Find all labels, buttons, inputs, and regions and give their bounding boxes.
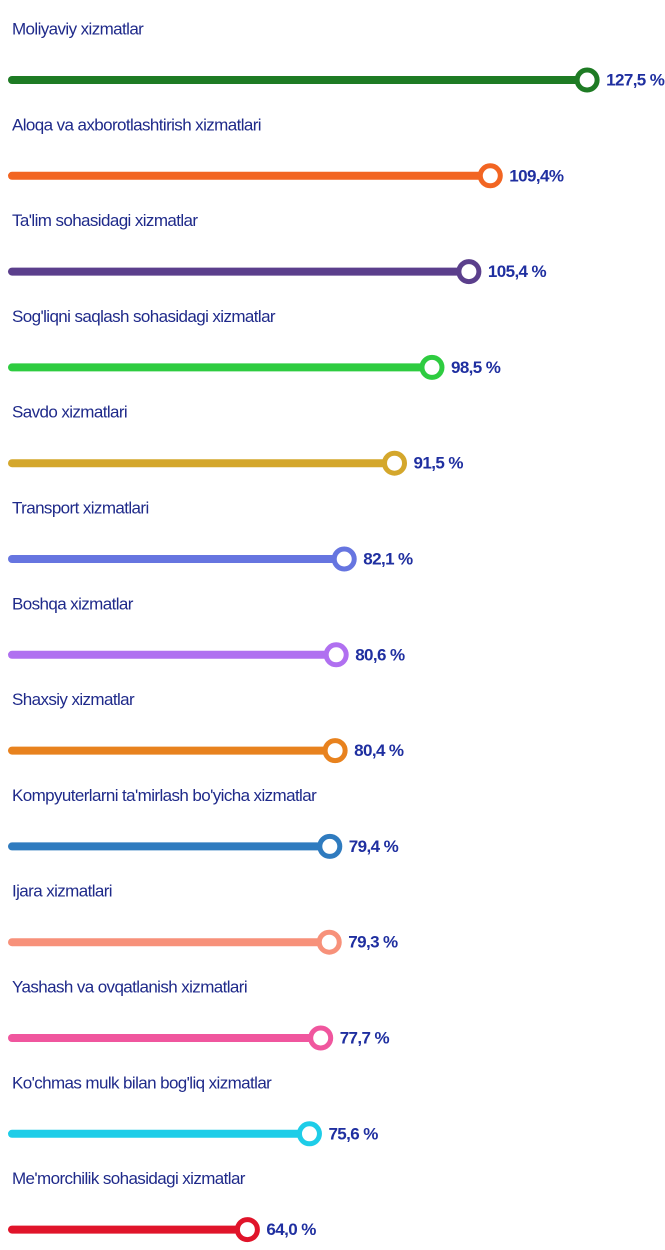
bar-end xyxy=(234,1217,260,1243)
category-label: Aloqa va axborotlashtirish xizmatlari xyxy=(12,115,261,134)
bar-end xyxy=(317,833,343,859)
value-label: 98,5 % xyxy=(451,358,501,377)
value-label: 105,4 % xyxy=(488,262,547,281)
category-label: Sog'liqni saqlash sohasidagi xizmatlar xyxy=(12,307,276,326)
value-label: 127,5 % xyxy=(606,70,665,89)
bar-end xyxy=(308,1025,334,1051)
value-label: 75,6 % xyxy=(328,1124,378,1143)
value-label: 80,4 % xyxy=(354,741,404,760)
category-label: Boshqa xizmatlar xyxy=(12,594,134,613)
category-label: Savdo xizmatlari xyxy=(12,403,127,422)
category-label: Ko'chmas mulk bilan bog'liq xizmatlar xyxy=(12,1073,272,1092)
bar-end xyxy=(456,259,482,285)
bar-end xyxy=(323,642,349,668)
bar-end xyxy=(382,450,408,476)
category-label: Transport xizmatlari xyxy=(12,498,149,517)
category-label: Moliyaviy xizmatlar xyxy=(12,19,144,38)
category-label: Yashash va ovqatlanish xizmatlari xyxy=(12,977,247,996)
bar-end xyxy=(419,354,445,380)
category-label: Shaxsiy xizmatlar xyxy=(12,690,135,709)
bar-end xyxy=(322,738,348,764)
bar-end xyxy=(331,546,357,572)
value-label: 64,0 % xyxy=(266,1220,316,1239)
category-label: Ta'lim sohasidagi xizmatlar xyxy=(12,211,198,230)
value-label: 77,7 % xyxy=(340,1028,390,1047)
bar-end xyxy=(477,163,503,189)
value-label: 91,5 % xyxy=(414,454,464,473)
value-label: 82,1 % xyxy=(363,549,413,568)
bar-end xyxy=(296,1121,322,1147)
category-label: Kompyuterlarni ta'mirlash bo'yicha xizma… xyxy=(12,786,317,805)
value-label: 80,6 % xyxy=(355,645,405,664)
category-label: Ijara xizmatlari xyxy=(12,882,112,901)
value-label: 79,3 % xyxy=(348,933,398,952)
bar-end xyxy=(574,67,600,93)
value-label: 109,4% xyxy=(509,166,564,185)
bar-end xyxy=(316,929,342,955)
category-label: Me'morchilik sohasidagi xizmatlar xyxy=(12,1169,246,1188)
value-label: 79,4 % xyxy=(349,837,399,856)
